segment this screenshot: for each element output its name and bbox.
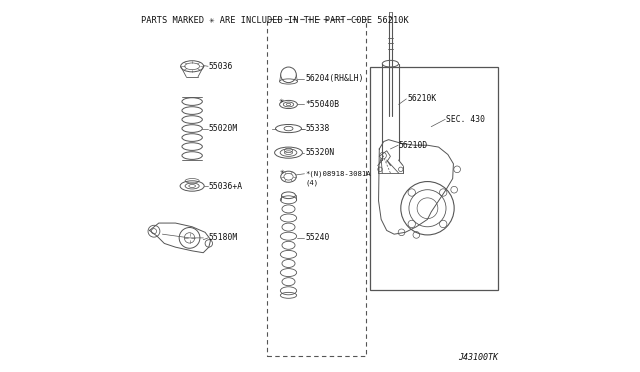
Text: 55320N: 55320N [305,148,335,157]
Bar [268,19,365,356]
Text: 55338: 55338 [305,124,330,133]
Text: ✳: ✳ [280,170,284,175]
Bar [370,67,498,290]
Text: 55180M: 55180M [209,233,238,243]
Text: 55036: 55036 [209,62,233,71]
Text: 56210K: 56210K [407,94,436,103]
Text: *55040B: *55040B [305,100,339,109]
Text: *(N)08918-3081A: *(N)08918-3081A [305,170,371,177]
Text: 56204(RH&LH): 56204(RH&LH) [305,74,364,83]
Text: 55240: 55240 [305,233,330,243]
Text: PARTS MARKED ✳ ARE INCLUDED IN THE PART CODE 56210K: PARTS MARKED ✳ ARE INCLUDED IN THE PART … [141,16,409,25]
Text: 56210D: 56210D [399,141,428,150]
Text: 55020M: 55020M [209,124,238,133]
Text: 55036+A: 55036+A [209,182,243,190]
Text: J43100TK: J43100TK [458,353,498,362]
Text: SEC. 430: SEC. 430 [446,115,485,124]
Text: (4): (4) [305,179,318,186]
Text: ✳: ✳ [279,99,284,104]
